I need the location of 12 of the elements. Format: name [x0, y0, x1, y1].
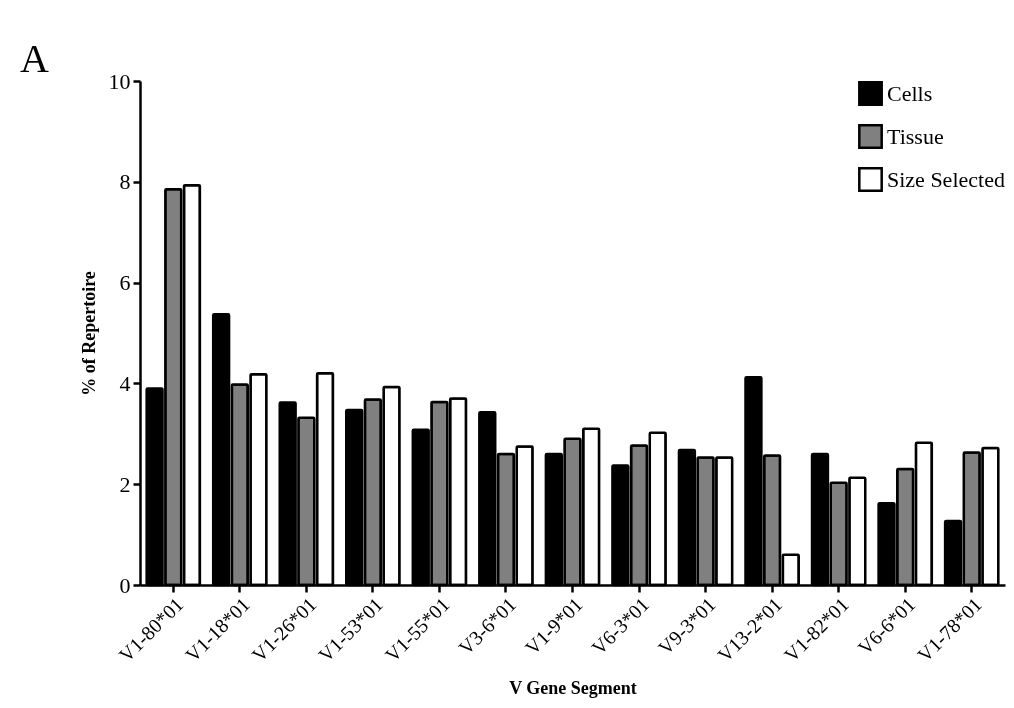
y-tick-label: 2: [119, 471, 131, 497]
y-tick-label: 4: [119, 370, 131, 396]
y-tick-label: 0: [119, 572, 131, 598]
y-tick-label: 6: [119, 270, 131, 296]
legend-label: Size Selected: [887, 166, 1005, 192]
y-axis-title: % of Repertoire: [78, 271, 99, 396]
y-tick-label: 10: [108, 68, 131, 94]
text: A: [20, 36, 49, 81]
y-tick-label: 8: [119, 169, 131, 195]
x-axis-title: V Gene Segment: [509, 677, 637, 698]
legend-label: Cells: [887, 80, 933, 106]
legend-label: Tissue: [887, 123, 944, 149]
